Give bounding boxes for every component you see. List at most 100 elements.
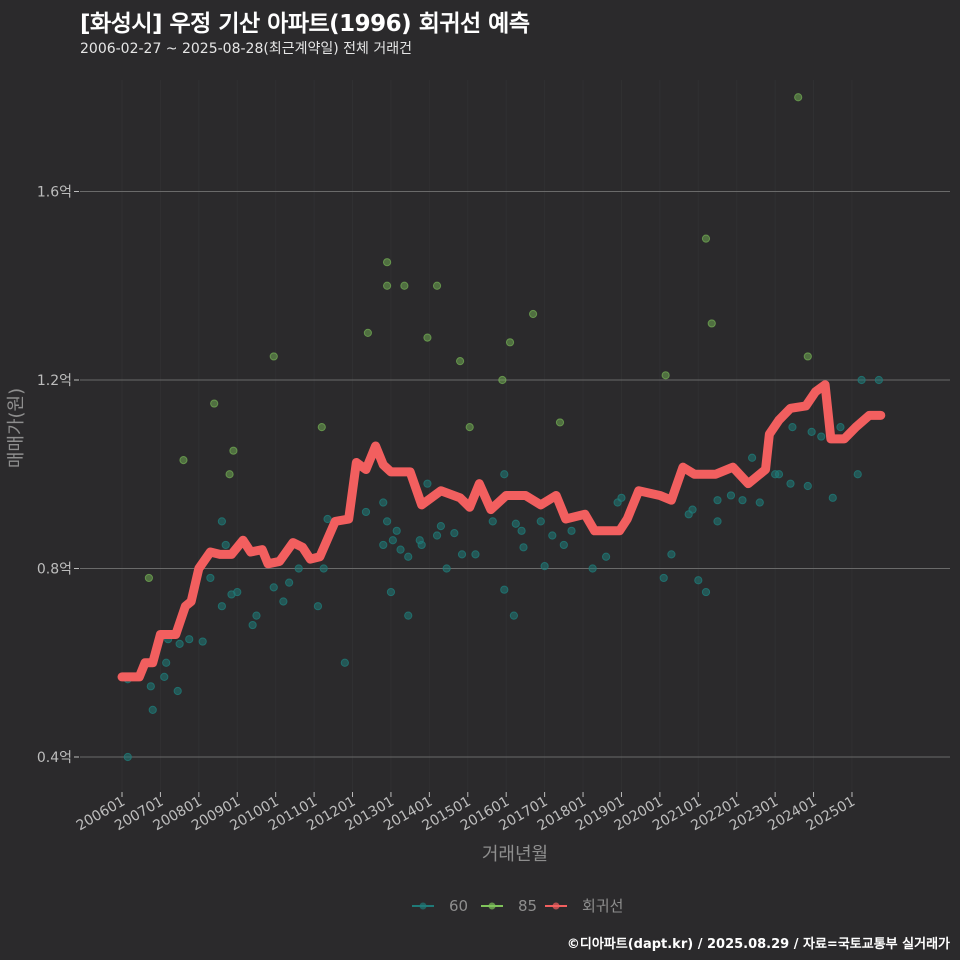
x-axis-title: 거래년월 (482, 844, 548, 865)
point-60 (340, 658, 349, 667)
point-60 (500, 585, 509, 594)
point-60 (386, 587, 396, 597)
point-85 (555, 418, 565, 427)
point-60 (388, 536, 397, 545)
point-60 (185, 635, 194, 644)
point-60 (450, 529, 459, 538)
point-60 (853, 470, 862, 479)
point-85 (382, 258, 392, 267)
point-60 (688, 505, 697, 514)
point-60 (788, 423, 797, 432)
point-60 (601, 552, 611, 561)
point-85 (505, 338, 515, 347)
point-60 (747, 453, 757, 462)
point-60 (828, 493, 837, 502)
point-60 (667, 550, 676, 559)
legend-label: 회귀선 (582, 897, 623, 915)
point-60 (361, 507, 371, 517)
chart-subtitle: 2006-02-27 ~ 2025-08-28(최근계약일) 전체 거래건 (80, 41, 412, 57)
point-85 (229, 446, 238, 455)
point-60 (217, 517, 226, 526)
point-85 (400, 281, 409, 290)
point-60 (198, 637, 207, 646)
point-60 (509, 611, 518, 620)
point-85 (707, 319, 716, 328)
point-60 (233, 587, 242, 597)
point-60 (803, 481, 812, 491)
point-60 (559, 540, 568, 550)
point-85 (423, 333, 432, 342)
point-60 (294, 564, 303, 573)
point-60 (404, 611, 413, 620)
point-60 (173, 686, 182, 696)
point-60 (269, 583, 278, 592)
legend-key-dot (552, 902, 560, 910)
point-60 (500, 470, 509, 479)
point-85 (317, 423, 326, 432)
point-85 (179, 456, 188, 465)
point-60 (457, 550, 467, 559)
point-60 (396, 545, 405, 554)
legend-key-dot (488, 902, 496, 910)
point-60 (511, 519, 520, 528)
point-60 (146, 682, 155, 691)
point-60 (836, 423, 845, 432)
point-85 (803, 352, 812, 361)
point-60 (432, 531, 442, 540)
point-60 (285, 578, 294, 587)
y-tick-label: 1.2억 (37, 373, 72, 389)
point-60 (567, 526, 576, 535)
point-60 (755, 498, 764, 507)
point-60 (519, 543, 528, 552)
point-60 (588, 564, 597, 573)
point-85 (363, 328, 372, 337)
point-85 (528, 309, 538, 319)
point-60 (617, 493, 626, 502)
point-60 (382, 517, 392, 526)
point-60 (738, 496, 747, 505)
point-85 (269, 352, 278, 361)
point-60 (148, 705, 157, 714)
chart-title: [화성시] 우정 기산 아파트(1996) 회귀선 예측 (80, 11, 530, 37)
point-60 (442, 564, 451, 573)
point-85 (701, 234, 711, 243)
y-tick-label: 1.6억 (37, 185, 72, 201)
point-60 (659, 573, 668, 583)
point-60 (323, 514, 332, 524)
point-60 (774, 470, 784, 479)
point-60 (713, 517, 722, 526)
point-60 (471, 550, 480, 559)
y-axis-title: 매매가(원) (6, 388, 27, 468)
regression-line (117, 380, 886, 682)
point-60 (206, 573, 215, 583)
point-60 (279, 597, 288, 606)
point-85 (498, 375, 507, 385)
point-60 (694, 576, 703, 585)
point-60 (713, 496, 722, 505)
point-60 (404, 552, 413, 561)
point-60 (313, 602, 323, 611)
legend-label: 85 (518, 897, 537, 915)
point-60 (488, 517, 497, 526)
legend-key-dot (419, 902, 427, 910)
point-60 (786, 479, 795, 488)
point-60 (807, 427, 816, 436)
point-60 (536, 517, 545, 526)
point-60 (857, 375, 866, 385)
point-60 (417, 540, 426, 550)
point-60 (392, 526, 401, 535)
source-footer: ©디아파트(dapt.kr) / 2025.08.29 / 자료=국토교통부 실… (566, 937, 950, 952)
point-85 (144, 573, 153, 583)
y-tick-label: 0.8억 (37, 562, 72, 578)
point-60 (701, 587, 711, 597)
point-60 (162, 658, 171, 667)
point-60 (548, 531, 557, 540)
point-60 (874, 375, 883, 385)
point-60 (221, 540, 230, 550)
point-60 (436, 521, 445, 531)
point-60 (252, 611, 261, 620)
point-85 (794, 93, 803, 102)
legend-label: 60 (449, 897, 468, 915)
point-60 (540, 562, 549, 571)
